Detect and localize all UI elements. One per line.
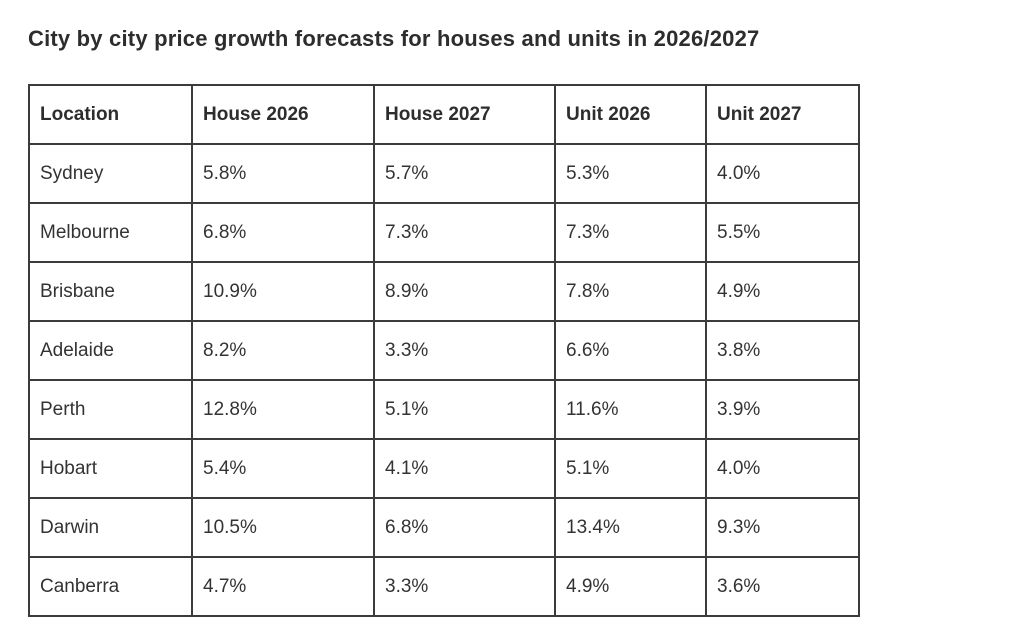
cell-unit-2027: 5.5% [705, 202, 860, 264]
cell-house-2026: 4.7% [191, 556, 375, 618]
column-header-location: Location [28, 84, 193, 146]
cell-unit-2027: 4.0% [705, 143, 860, 205]
cell-location: Canberra [28, 556, 193, 618]
cell-house-2026: 10.9% [191, 261, 375, 323]
cell-house-2027: 3.3% [373, 556, 556, 618]
column-header-house-2026: House 2026 [191, 84, 375, 146]
header-row: Location House 2026 House 2027 Unit 2026… [28, 84, 860, 146]
cell-house-2026: 8.2% [191, 320, 375, 382]
cell-unit-2026: 7.8% [554, 261, 707, 323]
table-row-adelaide: Adelaide 8.2% 3.3% 6.6% 3.8% [28, 320, 860, 382]
cell-house-2026: 10.5% [191, 497, 375, 559]
cell-unit-2026: 5.1% [554, 438, 707, 500]
cell-unit-2026: 4.9% [554, 556, 707, 618]
table-row-hobart: Hobart 5.4% 4.1% 5.1% 4.0% [28, 438, 860, 500]
cell-house-2027: 7.3% [373, 202, 556, 264]
cell-unit-2027: 3.9% [705, 379, 860, 441]
cell-house-2027: 8.9% [373, 261, 556, 323]
table-row-sydney: Sydney 5.8% 5.7% 5.3% 4.0% [28, 143, 860, 205]
cell-house-2026: 5.8% [191, 143, 375, 205]
cell-location: Perth [28, 379, 193, 441]
table-header: Location House 2026 House 2027 Unit 2026… [28, 84, 860, 146]
table-body: Sydney 5.8% 5.7% 5.3% 4.0% Melbourne 6.8… [28, 143, 860, 618]
cell-location: Darwin [28, 497, 193, 559]
table-row-perth: Perth 12.8% 5.1% 11.6% 3.9% [28, 379, 860, 441]
cell-unit-2027: 3.8% [705, 320, 860, 382]
cell-unit-2027: 4.9% [705, 261, 860, 323]
cell-house-2026: 6.8% [191, 202, 375, 264]
table-row-darwin: Darwin 10.5% 6.8% 13.4% 9.3% [28, 497, 860, 559]
column-header-unit-2026: Unit 2026 [554, 84, 707, 146]
cell-house-2027: 4.1% [373, 438, 556, 500]
column-header-unit-2027: Unit 2027 [705, 84, 860, 146]
cell-location: Hobart [28, 438, 193, 500]
cell-house-2027: 6.8% [373, 497, 556, 559]
cell-house-2026: 5.4% [191, 438, 375, 500]
cell-unit-2026: 11.6% [554, 379, 707, 441]
table-row-canberra: Canberra 4.7% 3.3% 4.9% 3.6% [28, 556, 860, 618]
cell-house-2027: 5.1% [373, 379, 556, 441]
table-row-brisbane: Brisbane 10.9% 8.9% 7.8% 4.9% [28, 261, 860, 323]
cell-unit-2027: 3.6% [705, 556, 860, 618]
cell-location: Sydney [28, 143, 193, 205]
cell-house-2027: 3.3% [373, 320, 556, 382]
cell-unit-2026: 6.6% [554, 320, 707, 382]
cell-house-2027: 5.7% [373, 143, 556, 205]
column-header-house-2027: House 2027 [373, 84, 556, 146]
page-title: City by city price growth forecasts for … [28, 26, 760, 51]
forecast-table: Location House 2026 House 2027 Unit 2026… [28, 84, 860, 618]
cell-location: Brisbane [28, 261, 193, 323]
cell-unit-2027: 9.3% [705, 497, 860, 559]
cell-unit-2027: 4.0% [705, 438, 860, 500]
cell-unit-2026: 13.4% [554, 497, 707, 559]
table-row-melbourne: Melbourne 6.8% 7.3% 7.3% 5.5% [28, 202, 860, 264]
cell-location: Adelaide [28, 320, 193, 382]
cell-location: Melbourne [28, 202, 193, 264]
cell-unit-2026: 5.3% [554, 143, 707, 205]
cell-unit-2026: 7.3% [554, 202, 707, 264]
cell-house-2026: 12.8% [191, 379, 375, 441]
